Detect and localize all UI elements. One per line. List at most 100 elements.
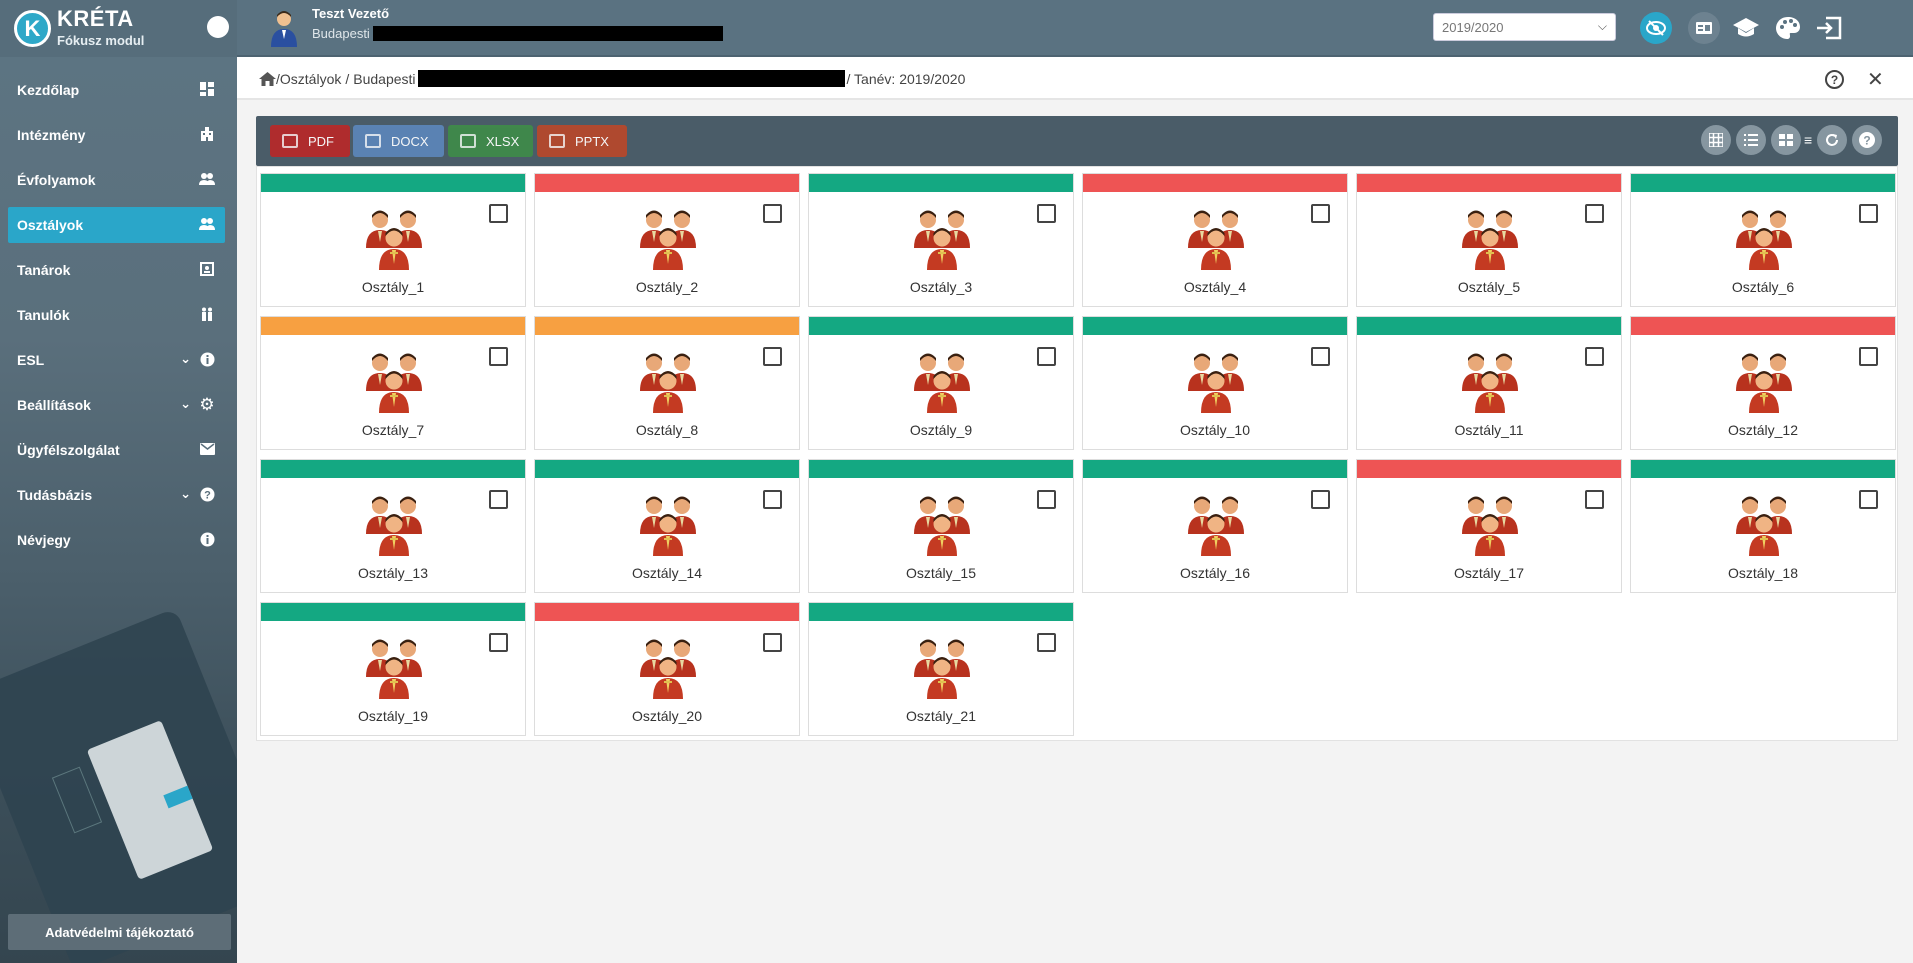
export-docx-button[interactable]: DOCX — [353, 125, 444, 157]
class-group-icon — [1186, 494, 1246, 556]
sidebar-item-label: ESL — [17, 352, 45, 368]
sidebar-item-label: Beállítások — [17, 397, 91, 413]
list-view-button[interactable] — [1736, 125, 1766, 155]
class-card[interactable]: Osztály_14 — [534, 459, 800, 593]
class-select-checkbox[interactable] — [489, 347, 508, 366]
class-card[interactable]: Osztály_1 — [260, 173, 526, 307]
class-card[interactable]: Osztály_10 — [1082, 316, 1348, 450]
export-pptx-button[interactable]: PPTX — [537, 125, 627, 157]
people-icon — [199, 172, 215, 188]
class-card[interactable]: Osztály_6 — [1630, 173, 1896, 307]
class-name: Osztály_5 — [1457, 279, 1521, 295]
sidebar-item-ugyfelszolgalat[interactable]: Ügyfélszolgálat — [8, 432, 225, 468]
privacy-notice-button[interactable]: Adatvédelmi tájékoztató — [8, 914, 231, 950]
class-card[interactable]: Osztály_12 — [1630, 316, 1896, 450]
class-card[interactable]: Osztály_13 — [260, 459, 526, 593]
class-card[interactable]: Osztály_8 — [534, 316, 800, 450]
id-card-button[interactable] — [1688, 12, 1720, 44]
class-status-bar — [809, 174, 1073, 192]
class-card[interactable]: Osztály_20 — [534, 602, 800, 736]
class-select-checkbox[interactable] — [763, 347, 782, 366]
class-select-checkbox[interactable] — [1859, 347, 1878, 366]
refresh-button[interactable] — [1817, 125, 1847, 155]
class-select-checkbox[interactable] — [1311, 490, 1330, 509]
help-icon: ? — [1859, 132, 1875, 148]
close-icon[interactable]: ✕ — [1867, 69, 1884, 91]
sidebar-item-label: Kezdőlap — [17, 82, 80, 98]
pdf-icon — [282, 134, 298, 148]
export-xlsx-button[interactable]: XLSX — [448, 125, 533, 157]
sidebar-item-intezmeny[interactable]: Intézmény — [8, 117, 225, 153]
export-pdf-button[interactable]: PDF — [270, 125, 350, 157]
sidebar-item-tudasbazis[interactable]: Tudásbázis ⌄ ? — [8, 477, 225, 513]
sidebar-item-tanarok[interactable]: Tanárok — [8, 252, 225, 288]
class-name: Osztály_17 — [1453, 565, 1525, 581]
class-select-checkbox[interactable] — [763, 204, 782, 223]
school-year-select[interactable]: 2019/2020 ⌵ — [1433, 13, 1616, 41]
sidebar-item-tanulok[interactable]: Tanulók — [8, 297, 225, 333]
class-card[interactable]: Osztály_2 — [534, 173, 800, 307]
sidebar-item-esl[interactable]: ESL ⌄ — [8, 342, 225, 378]
class-status-bar — [1631, 174, 1895, 192]
class-card[interactable]: Osztály_5 — [1356, 173, 1622, 307]
class-select-checkbox[interactable] — [489, 490, 508, 509]
class-select-checkbox[interactable] — [1859, 204, 1878, 223]
page-help-button[interactable]: ? — [1825, 70, 1844, 89]
sidebar-toggle-button[interactable] — [207, 16, 229, 38]
user-institution: Budapesti — [312, 26, 723, 41]
class-group-icon — [912, 637, 972, 699]
help-button[interactable]: ? — [1852, 125, 1882, 155]
logout-button[interactable] — [1813, 12, 1845, 44]
class-select-checkbox[interactable] — [1311, 347, 1330, 366]
sidebar-item-osztalyok[interactable]: Osztályok — [8, 207, 225, 243]
home-icon[interactable] — [259, 71, 276, 86]
contact-card-icon — [199, 262, 215, 278]
grid-view-button[interactable] — [1701, 125, 1731, 155]
class-select-checkbox[interactable] — [1037, 347, 1056, 366]
breadcrumb-osztalyok[interactable]: /Osztályok — [276, 70, 342, 87]
class-select-checkbox[interactable] — [763, 633, 782, 652]
user-avatar[interactable] — [269, 9, 299, 47]
class-status-bar — [1631, 317, 1895, 335]
class-select-checkbox[interactable] — [1859, 490, 1878, 509]
class-select-checkbox[interactable] — [489, 633, 508, 652]
class-card[interactable]: Osztály_9 — [808, 316, 1074, 450]
kreta-logo-icon[interactable]: K — [14, 10, 51, 47]
sidebar-item-nevjegy[interactable]: Névjegy — [8, 522, 225, 558]
class-name: Osztály_9 — [909, 422, 973, 438]
class-select-checkbox[interactable] — [1037, 204, 1056, 223]
graduation-button[interactable] — [1730, 12, 1762, 44]
class-group-icon — [638, 351, 698, 413]
card-view-button[interactable] — [1771, 125, 1801, 155]
class-group-icon — [1734, 351, 1794, 413]
class-select-checkbox[interactable] — [1037, 490, 1056, 509]
class-card[interactable]: Osztály_15 — [808, 459, 1074, 593]
menu-icon[interactable]: ≡ — [1804, 132, 1813, 148]
class-card[interactable]: Osztály_21 — [808, 602, 1074, 736]
sidebar-item-beallitasok[interactable]: Beállítások ⌄ ⚙ — [8, 387, 225, 423]
class-card[interactable]: Osztály_17 — [1356, 459, 1622, 593]
class-select-checkbox[interactable] — [763, 490, 782, 509]
class-card[interactable]: Osztály_11 — [1356, 316, 1622, 450]
class-select-checkbox[interactable] — [1311, 204, 1330, 223]
sidebar-item-kezdolap[interactable]: Kezdőlap — [8, 72, 225, 108]
class-card[interactable]: Osztály_4 — [1082, 173, 1348, 307]
class-status-bar — [1357, 174, 1621, 192]
class-group-icon — [1734, 494, 1794, 556]
class-card[interactable]: Osztály_18 — [1630, 459, 1896, 593]
class-select-checkbox[interactable] — [489, 204, 508, 223]
class-select-checkbox[interactable] — [1585, 204, 1604, 223]
class-card[interactable]: Osztály_3 — [808, 173, 1074, 307]
sidebar-item-evfolyamok[interactable]: Évfolyamok — [8, 162, 225, 198]
class-name: Osztály_7 — [361, 422, 425, 438]
class-card[interactable]: Osztály_16 — [1082, 459, 1348, 593]
class-select-checkbox[interactable] — [1585, 490, 1604, 509]
class-select-checkbox[interactable] — [1585, 347, 1604, 366]
theme-button[interactable] — [1772, 12, 1804, 44]
class-card[interactable]: Osztály_7 — [260, 316, 526, 450]
class-card[interactable]: Osztály_19 — [260, 602, 526, 736]
chevron-down-icon: ⌵ — [1597, 19, 1607, 33]
class-select-checkbox[interactable] — [1037, 633, 1056, 652]
visibility-off-button[interactable] — [1640, 12, 1672, 44]
visibility-off-icon — [1646, 20, 1666, 36]
